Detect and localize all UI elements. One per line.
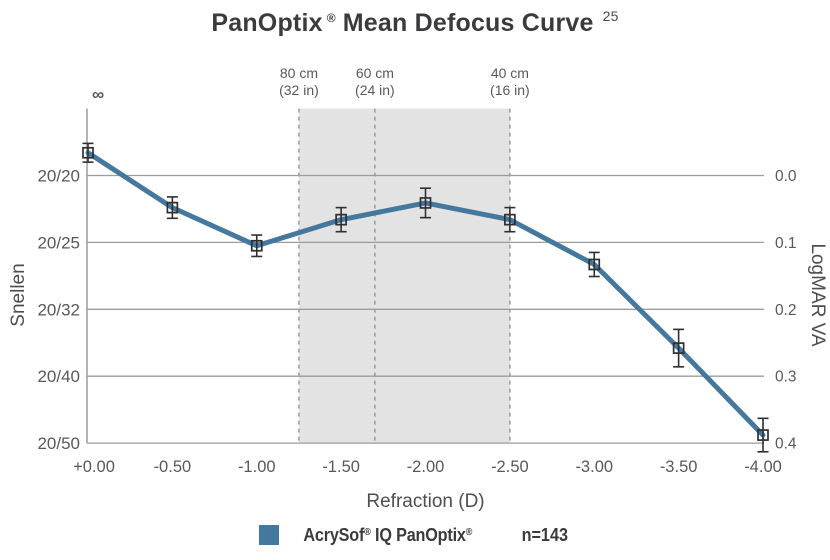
data-point-marker — [335, 213, 347, 226]
logmar-tick-label: 0.3 — [775, 369, 797, 386]
chart-legend: AcrySof® IQ PanOptix® n=143 — [0, 520, 830, 550]
snellen-tick-label: 20/40 — [37, 367, 80, 386]
legend-color-swatch — [259, 525, 280, 545]
x-axis-title: Refraction (D) — [366, 491, 484, 512]
x-tick-label: -3.50 — [660, 458, 698, 476]
logmar-tick-label: 0.4 — [775, 436, 797, 453]
x-tick-label: -4.00 — [744, 458, 782, 476]
snellen-tick-label: 20/50 — [37, 434, 80, 453]
data-point-marker — [504, 213, 516, 226]
logmar-tick-label: 0.0 — [775, 168, 797, 185]
logmar-tick-label: 0.2 — [775, 302, 797, 319]
x-tick-label: -3.00 — [575, 458, 613, 476]
logmar-tick-label: 0.1 — [775, 235, 797, 252]
y-axis-title-right: LogMAR VA — [807, 243, 828, 346]
x-tick-label: -1.50 — [322, 458, 360, 476]
data-point-marker — [588, 258, 601, 271]
title-product-name: PanOptix — [211, 9, 323, 37]
x-tick-label: +0.00 — [73, 458, 115, 476]
x-tick-label: -2.00 — [407, 458, 445, 476]
snellen-tick-label: 20/32 — [37, 300, 80, 319]
data-point-marker — [82, 146, 94, 159]
y-axis-title-left: Snellen — [8, 263, 29, 326]
data-point-marker — [757, 429, 769, 441]
registered-trademark-icon: ® — [364, 526, 372, 538]
data-point-marker — [672, 342, 685, 354]
title-reference-number: 25 — [602, 8, 619, 24]
data-point-marker — [419, 197, 432, 209]
distance-label-in: (24 in) — [355, 82, 395, 98]
chart-title: PanOptix ® Mean Defocus Curve 25 — [0, 8, 830, 38]
x-tick-label: -2.50 — [491, 458, 529, 476]
distance-label-cm: 80 cm — [280, 65, 318, 81]
x-tick-label: -1.00 — [238, 458, 276, 476]
legend-brand-1: AcrySof — [303, 524, 365, 545]
infinity-icon: ∞ — [92, 85, 104, 104]
legend-brand-2: IQ PanOptix — [371, 524, 467, 545]
snellen-tick-label: 20/25 — [37, 233, 80, 252]
near-range-shaded-region — [298, 108, 510, 444]
data-point-marker — [250, 239, 263, 252]
distance-label-in: (16 in) — [490, 82, 530, 98]
snellen-tick-label: 20/20 — [37, 167, 80, 186]
title-text: Mean Defocus Curve — [342, 9, 594, 37]
distance-label-cm: 60 cm — [356, 65, 394, 81]
x-tick-label: -0.50 — [154, 458, 192, 476]
legend-series-label: AcrySof® IQ PanOptix® — [304, 525, 473, 546]
data-point-marker — [166, 201, 179, 214]
registered-trademark-icon: ® — [326, 11, 336, 25]
distance-label-cm: 40 cm — [491, 65, 529, 81]
distance-label-in: (32 in) — [279, 82, 319, 98]
registered-trademark-icon: ® — [466, 526, 473, 538]
legend-sample-size: n=143 — [521, 524, 568, 545]
